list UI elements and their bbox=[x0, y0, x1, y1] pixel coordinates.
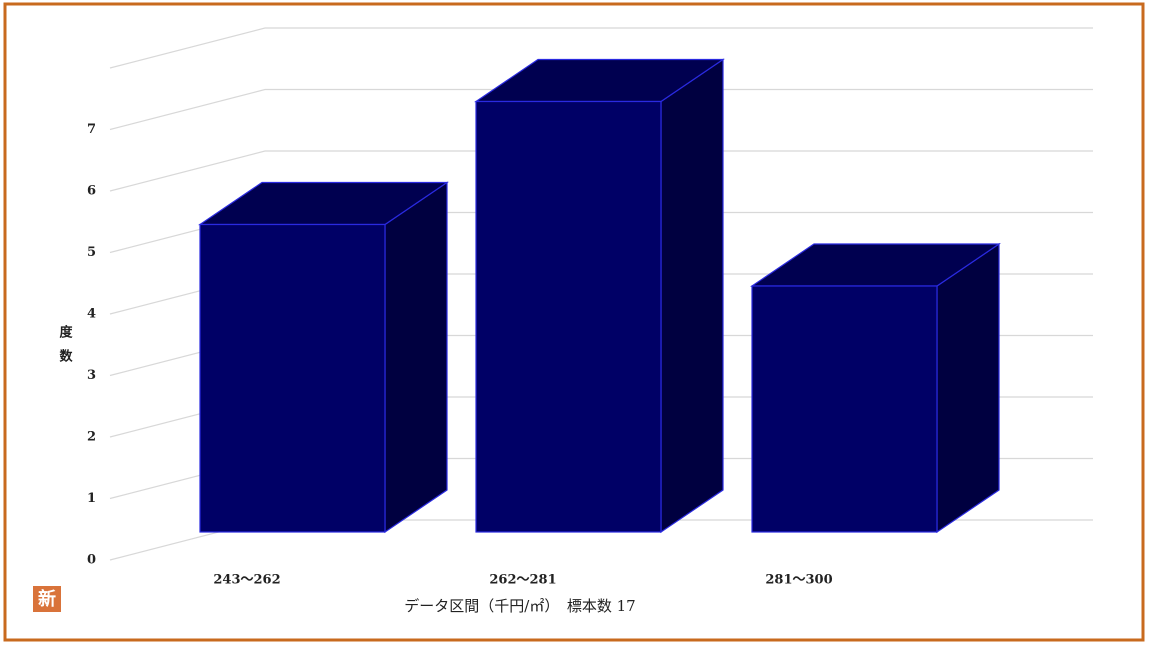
y-tick-label: 7 bbox=[87, 122, 96, 137]
x-tick-label: 243～262 bbox=[213, 573, 280, 588]
y-tick-label: 2 bbox=[87, 430, 96, 445]
grid-line bbox=[109, 27, 1093, 69]
x-axis-title: データ区間（千円/㎡） 標本数 17 bbox=[404, 597, 635, 615]
bar bbox=[475, 100, 662, 533]
badge: 新 bbox=[38, 588, 56, 610]
grid-line bbox=[109, 88, 1093, 131]
y-tick-label: 4 bbox=[87, 307, 96, 322]
y-tick-label: 3 bbox=[87, 368, 96, 383]
badge-box bbox=[33, 586, 61, 612]
grid-line bbox=[109, 150, 1093, 192]
bar bbox=[751, 285, 938, 533]
bar-side bbox=[384, 181, 448, 534]
y-tick-label: 5 bbox=[87, 245, 96, 260]
bar bbox=[199, 223, 386, 533]
x-tick-label: 262～281 bbox=[489, 573, 556, 588]
y-tick-label: 0 bbox=[87, 553, 96, 568]
bar-side bbox=[660, 58, 724, 534]
bar-side bbox=[936, 242, 1000, 534]
y-tick-label: 1 bbox=[87, 491, 96, 506]
frame bbox=[3, 2, 1145, 642]
y-tick-label: 6 bbox=[87, 184, 96, 199]
y-axis-title-2: 数 bbox=[59, 349, 73, 365]
y-axis-title-1: 度 bbox=[59, 325, 73, 341]
x-tick-label: 281～300 bbox=[765, 573, 832, 588]
